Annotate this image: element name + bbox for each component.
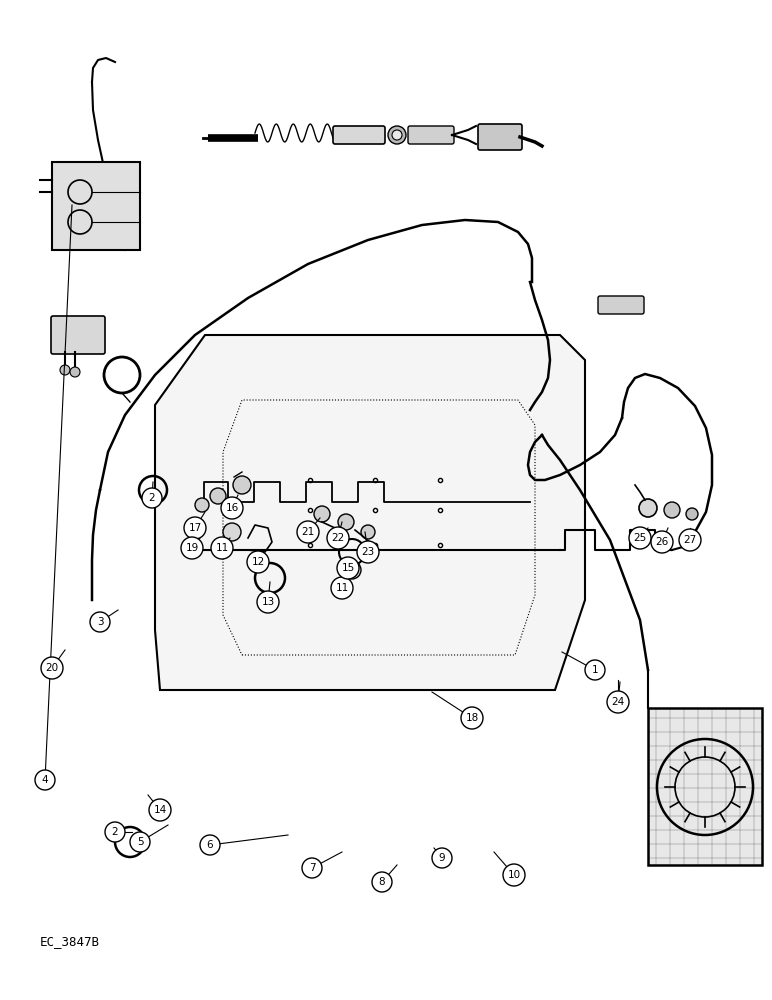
Circle shape	[651, 531, 673, 553]
Circle shape	[60, 365, 70, 375]
Text: 27: 27	[683, 535, 696, 545]
Circle shape	[35, 770, 55, 790]
Circle shape	[105, 822, 125, 842]
Text: 14: 14	[154, 805, 167, 815]
Circle shape	[664, 502, 680, 518]
Text: 19: 19	[185, 543, 198, 553]
Circle shape	[338, 514, 354, 530]
Text: 11: 11	[215, 543, 229, 553]
Circle shape	[331, 577, 353, 599]
Circle shape	[629, 527, 651, 549]
Circle shape	[432, 848, 452, 868]
Circle shape	[70, 367, 80, 377]
Text: 21: 21	[301, 527, 315, 537]
Circle shape	[343, 561, 361, 579]
Circle shape	[130, 832, 150, 852]
Circle shape	[361, 525, 375, 539]
Circle shape	[639, 499, 657, 517]
Circle shape	[302, 858, 322, 878]
Circle shape	[297, 521, 319, 543]
Circle shape	[41, 657, 63, 679]
Circle shape	[337, 557, 359, 579]
Circle shape	[679, 529, 701, 551]
Text: 1: 1	[591, 665, 598, 675]
Circle shape	[90, 612, 110, 632]
Text: 23: 23	[361, 547, 374, 557]
FancyBboxPatch shape	[333, 126, 385, 144]
Circle shape	[221, 497, 243, 519]
Text: 2: 2	[112, 827, 118, 837]
Text: 4: 4	[42, 775, 49, 785]
Text: 10: 10	[507, 870, 520, 880]
Circle shape	[372, 872, 392, 892]
Text: 8: 8	[379, 877, 385, 887]
Circle shape	[314, 506, 330, 522]
Text: 16: 16	[225, 503, 239, 513]
Text: 5: 5	[137, 837, 144, 847]
Text: 3: 3	[96, 617, 103, 627]
Circle shape	[585, 660, 605, 680]
Circle shape	[461, 707, 483, 729]
Circle shape	[392, 130, 402, 140]
Text: 18: 18	[466, 713, 479, 723]
Text: 11: 11	[335, 583, 349, 593]
Circle shape	[327, 527, 349, 549]
Circle shape	[211, 537, 233, 559]
Circle shape	[184, 517, 206, 539]
Text: 17: 17	[188, 523, 201, 533]
Text: 9: 9	[438, 853, 445, 863]
Text: 20: 20	[46, 663, 59, 673]
Circle shape	[223, 523, 241, 541]
Circle shape	[686, 508, 698, 520]
Text: 13: 13	[262, 597, 275, 607]
Circle shape	[200, 835, 220, 855]
Text: 22: 22	[331, 533, 344, 543]
FancyBboxPatch shape	[598, 296, 644, 314]
Circle shape	[149, 799, 171, 821]
Circle shape	[195, 498, 209, 512]
Text: 26: 26	[655, 537, 669, 547]
Circle shape	[142, 488, 162, 508]
Polygon shape	[648, 708, 762, 865]
Text: 15: 15	[341, 563, 354, 573]
Text: 6: 6	[207, 840, 213, 850]
Circle shape	[257, 591, 279, 613]
Text: 25: 25	[633, 533, 647, 543]
Polygon shape	[155, 335, 585, 690]
Text: 2: 2	[149, 493, 155, 503]
Text: 12: 12	[252, 557, 265, 567]
FancyBboxPatch shape	[408, 126, 454, 144]
Text: EC_3847B: EC_3847B	[40, 935, 100, 948]
Circle shape	[210, 488, 226, 504]
Circle shape	[388, 126, 406, 144]
Circle shape	[247, 551, 269, 573]
Text: 7: 7	[309, 863, 315, 873]
Circle shape	[357, 541, 379, 563]
Circle shape	[503, 864, 525, 886]
FancyBboxPatch shape	[478, 124, 522, 150]
Polygon shape	[52, 162, 140, 250]
FancyBboxPatch shape	[51, 316, 105, 354]
Circle shape	[233, 476, 251, 494]
Circle shape	[181, 537, 203, 559]
Text: 24: 24	[611, 697, 625, 707]
Circle shape	[607, 691, 629, 713]
